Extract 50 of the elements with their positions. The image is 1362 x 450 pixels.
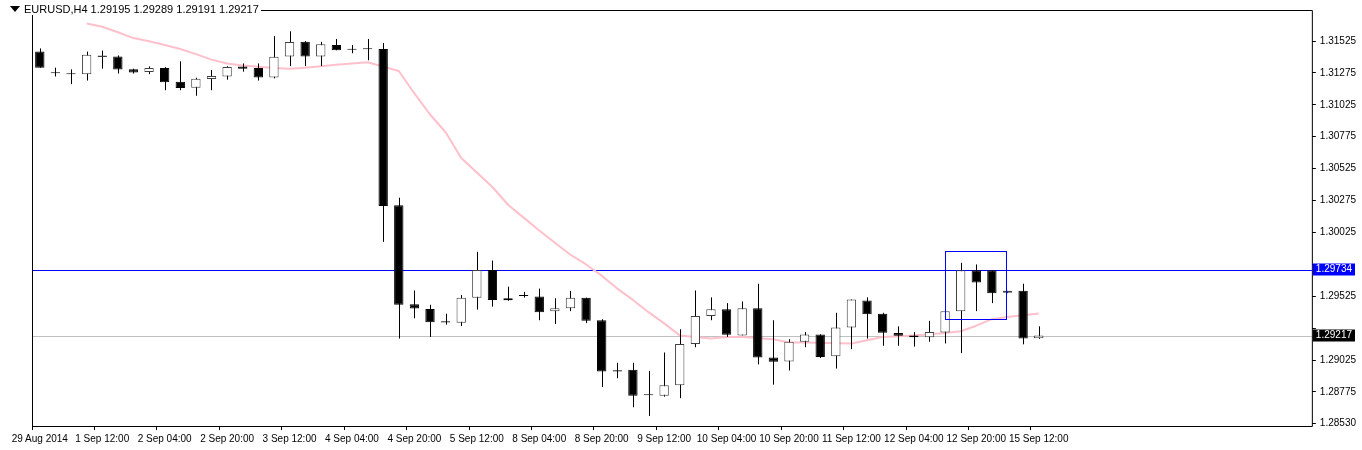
candlestick: [659, 352, 669, 398]
ref-line-label: 1.29217: [1315, 329, 1353, 341]
candlestick: [721, 302, 732, 338]
x-tick-label: 3 Sep 12:00: [262, 432, 317, 444]
candlestick: [628, 362, 638, 408]
x-tick-label: 5 Sep 12:00: [449, 432, 505, 444]
x-tick-label: 12 Sep 20:00: [946, 432, 1007, 444]
candlestick: [862, 296, 872, 340]
x-tick-label: 12 Sep 04:00: [884, 432, 945, 444]
y-tick-label: 1.28775: [1319, 385, 1357, 397]
y-tick-label: 1.30775: [1319, 130, 1357, 142]
candlestick: [81, 51, 92, 82]
candlestick: [270, 35, 278, 79]
x-tick-label: 2 Sep 04:00: [137, 432, 193, 444]
candlestick: [987, 269, 997, 304]
candlestick: [551, 297, 559, 325]
x-tick-label: 10 Sep 04:00: [696, 432, 757, 444]
x-tick-label: 4 Sep 20:00: [387, 432, 442, 444]
candlestick: [893, 325, 903, 347]
x-tick-label: 2 Sep 20:00: [200, 432, 255, 444]
y-tick-label: 1.28530: [1319, 416, 1357, 428]
y-tick-label: 1.31275: [1319, 66, 1357, 78]
x-tick-label: 9 Sep 12:00: [637, 432, 692, 444]
x-tick-label: 4 Sep 04:00: [324, 432, 380, 444]
y-tick-label: 1.31525: [1319, 34, 1357, 46]
y-tick-label: 1.31025: [1319, 98, 1357, 110]
x-tick-label: 8 Sep 04:00: [512, 432, 567, 444]
x-tick-label: 29 Aug 2014: [11, 432, 69, 444]
x-tick-label: 8 Sep 20:00: [574, 432, 630, 444]
x-tick-label: 15 Sep 12:00: [1008, 432, 1069, 444]
x-tick-label: 11 Sep 12:00: [822, 432, 882, 444]
chart-title: EURUSD,H4 1.29195 1.29289 1.29191 1.29217: [24, 3, 259, 15]
candlestick: [971, 263, 981, 312]
candlestick: [581, 297, 591, 324]
x-tick-label: 10 Sep 20:00: [759, 432, 820, 444]
y-tick-label: 1.30025: [1319, 226, 1357, 238]
ref-line-label: 1.29734: [1315, 263, 1353, 275]
candlestick: [409, 289, 420, 319]
candlestick: [785, 338, 793, 371]
y-tick-label: 1.30525: [1319, 162, 1357, 174]
candlestick: [877, 312, 888, 347]
candlestick: [206, 69, 217, 91]
candlestick: [175, 60, 185, 91]
y-tick-label: 1.30275: [1319, 194, 1357, 206]
y-tick-label: 1.29525: [1319, 289, 1357, 301]
candlestick: [425, 304, 435, 338]
candlestick: [706, 296, 716, 321]
y-tick-label: 1.29025: [1319, 353, 1357, 365]
candlestick: [457, 294, 465, 327]
x-tick-label: 1 Sep 12:00: [75, 432, 130, 444]
